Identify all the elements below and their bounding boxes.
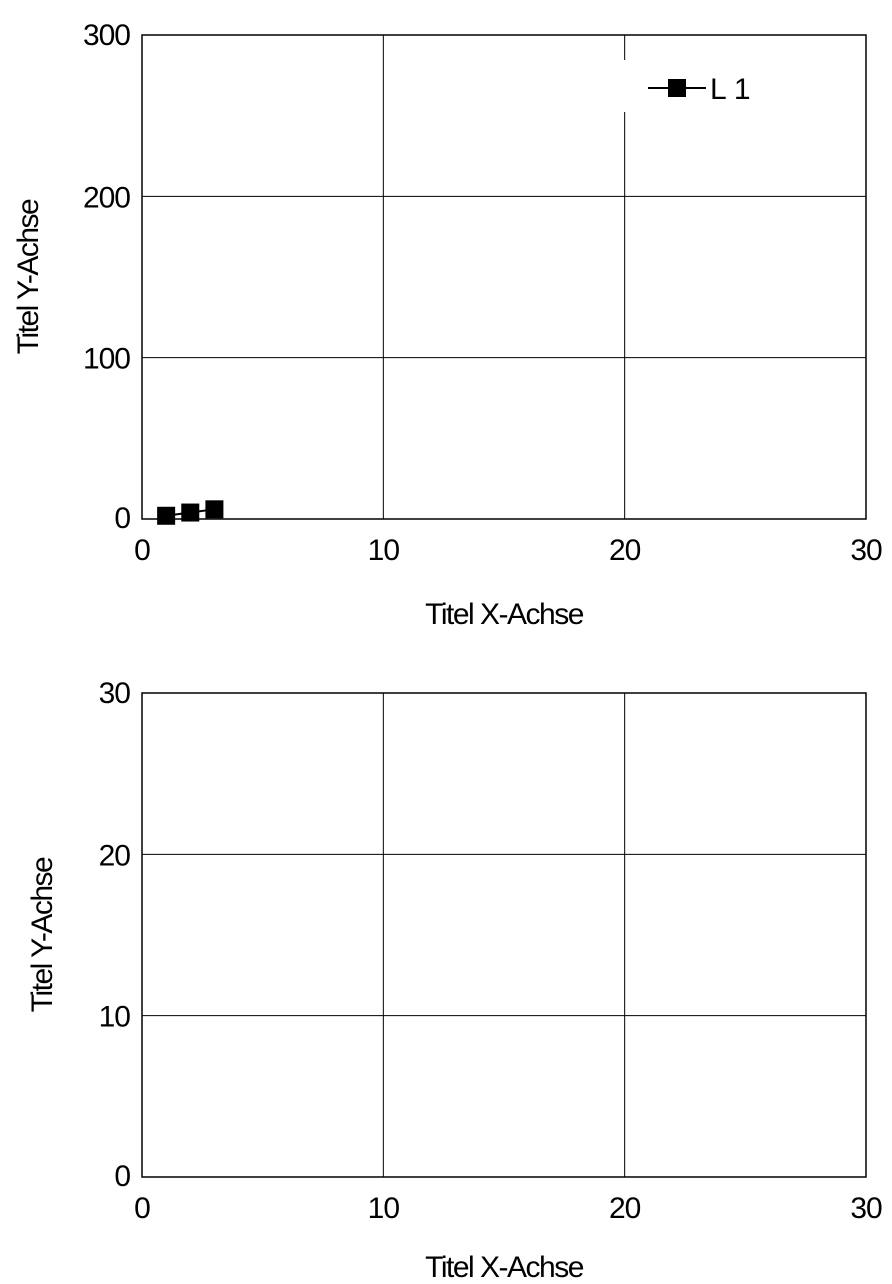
x-tick-label: 0 xyxy=(134,1192,150,1225)
chart-2-plot-border xyxy=(141,692,867,1178)
x-tick-label: 20 xyxy=(609,534,641,567)
x-tick-label: 30 xyxy=(850,1192,882,1225)
chart-1-y-axis-title: Titel Y-Achse xyxy=(12,199,45,354)
chart-1-series xyxy=(157,500,224,525)
chart-2-y-tick-labels: 0 10 20 30 xyxy=(99,677,132,1193)
x-tick-label: 0 xyxy=(134,534,150,567)
chart-1-x-tick-labels: 0 10 20 30 xyxy=(134,534,883,567)
y-tick-label: 100 xyxy=(83,343,130,376)
chart-1-grid xyxy=(142,35,866,519)
y-tick-label: 10 xyxy=(99,1001,131,1034)
chart-1-plot-area xyxy=(142,35,866,519)
chart-1-legend-box xyxy=(624,60,784,112)
x-tick-label: 20 xyxy=(609,1192,641,1225)
chart-2: 0 10 20 30 0 10 20 30 Titel Y-Achse Titel X-Ac… xyxy=(26,677,883,1284)
y-tick-label: 20 xyxy=(99,839,131,872)
y-tick-label: 0 xyxy=(114,1160,130,1193)
x-tick-label: 10 xyxy=(368,534,400,567)
chart-2-y-axis-title: Titel Y-Achse xyxy=(26,857,59,1012)
data-point-marker xyxy=(157,506,176,525)
x-tick-label: 30 xyxy=(850,534,882,567)
chart-1-x-axis-title: Titel X-Achse xyxy=(425,598,584,631)
data-point-marker xyxy=(205,500,224,519)
y-tick-label: 300 xyxy=(83,19,130,52)
chart-2-x-axis-title: Titel X-Achse xyxy=(425,1251,584,1284)
data-point-marker xyxy=(181,503,200,522)
chart-1-legend-label: L 1 xyxy=(710,73,751,106)
y-tick-label: 30 xyxy=(99,677,131,710)
chart-2-grid xyxy=(142,693,866,1177)
chart-2-x-tick-labels: 0 10 20 30 xyxy=(134,1192,883,1225)
y-tick-label: 0 xyxy=(114,502,130,535)
chart-1-plot-border xyxy=(141,34,867,520)
chart-2-plot-area xyxy=(142,693,866,1177)
chart-1-legend: L 1 xyxy=(624,60,784,112)
x-tick-label: 10 xyxy=(368,1192,400,1225)
chart-1-legend-marker xyxy=(668,79,686,97)
chart-1: 0 100 200 300 0 10 20 30 L 1 Titel Y-Achse Tit… xyxy=(12,19,883,631)
chart-1-y-tick-labels: 0 100 200 300 xyxy=(83,19,131,535)
y-tick-label: 200 xyxy=(83,181,130,214)
